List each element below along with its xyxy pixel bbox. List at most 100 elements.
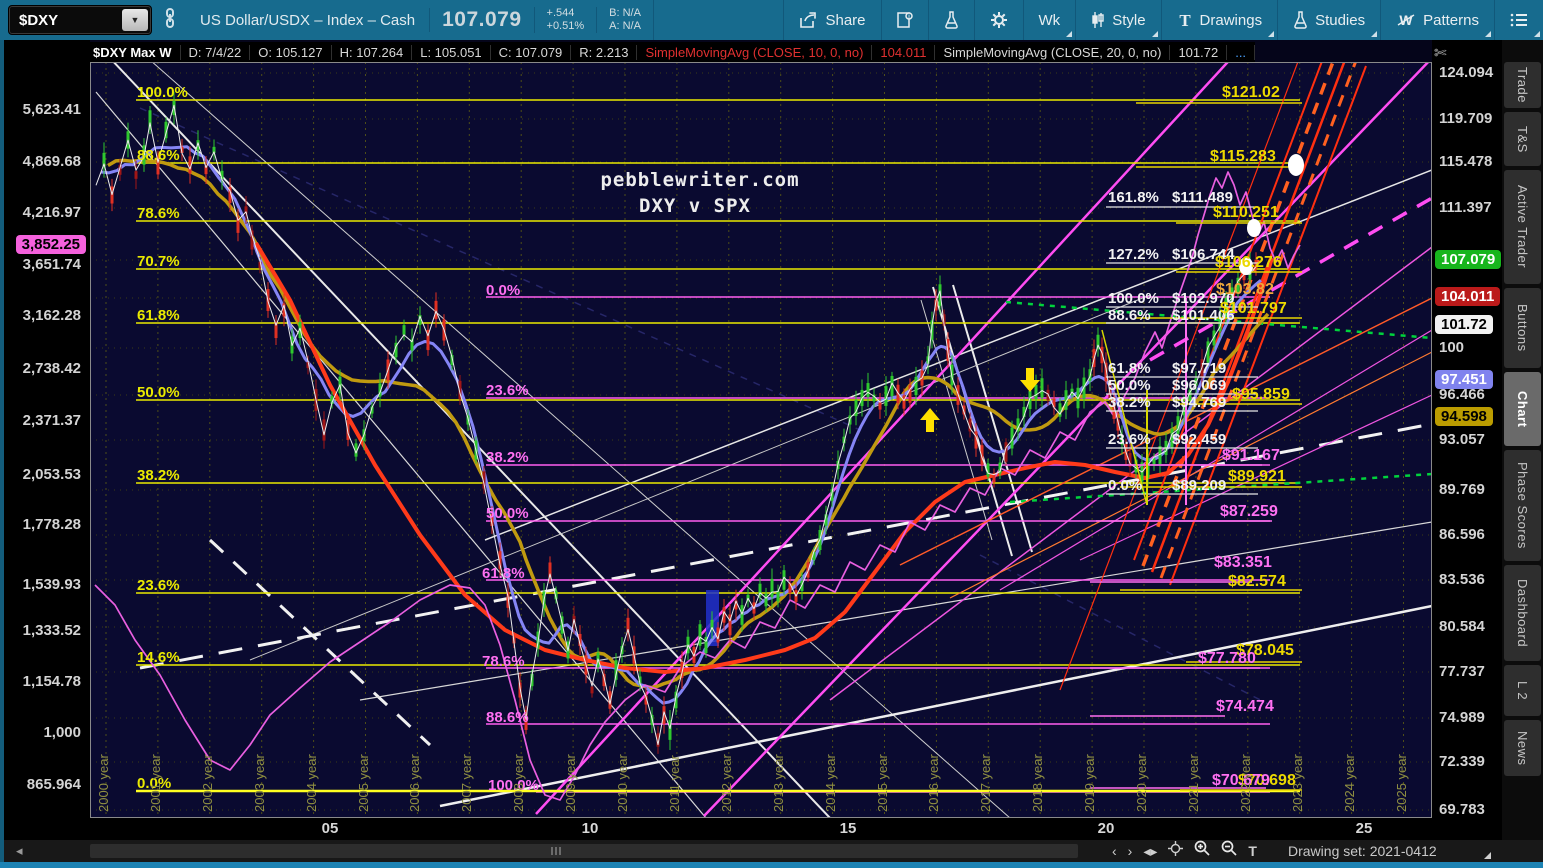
left-axis-label: 3,162.28 <box>22 307 81 324</box>
drawing-set-dropdown-corner <box>1484 852 1491 859</box>
price-change: +.544 <box>546 7 575 19</box>
time-axis[interactable]: 05 10 15 20 25 <box>0 818 1543 840</box>
right-axis-label: 77.737 <box>1439 663 1485 680</box>
right-axis-label: 100 <box>1439 339 1465 356</box>
drawing-set-selector[interactable]: Drawing set: 2021-0412 <box>1288 843 1437 859</box>
sidebar-tab-t-s[interactable]: T&S <box>1504 112 1541 166</box>
ohlc-cell: $DXY Max W <box>85 44 181 60</box>
symbol-dropdown-button[interactable]: ▼ <box>122 9 148 31</box>
candle-icon <box>1091 11 1105 29</box>
ohlc-cell: R: 2.213 <box>571 44 638 60</box>
sidebar-tab-buttons[interactable]: Buttons <box>1504 288 1541 368</box>
right-axis-label: 96.466 <box>1439 386 1485 403</box>
right-axis-label: 86.596 <box>1439 526 1485 543</box>
bottom-toolbar: ◂ ‹ › ◂▸ T Drawing set: 2021-0412 <box>0 840 1543 862</box>
symbol-group: $DXY ▼ US Dollar/USDX – Index – Cash 107… <box>0 0 678 40</box>
chart-scrollbar[interactable] <box>90 844 1078 858</box>
move-tool-button[interactable] <box>1168 840 1184 862</box>
ohlc-cell: SimpleMovingAvg (CLOSE, 20, 0, no) <box>935 44 1171 60</box>
style-button-label: Style <box>1112 11 1146 29</box>
style-button[interactable]: Style <box>1075 0 1160 40</box>
studies-button[interactable]: Studies <box>1277 0 1380 40</box>
share-button-label: Share <box>825 11 866 29</box>
zoom-in-icon[interactable] <box>1194 840 1211 862</box>
left-price-axis[interactable]: 5,623.41 4,869.68 4,216.97 3,651.74 3,162.28… <box>0 40 90 840</box>
step-right-button[interactable]: › <box>1127 843 1133 859</box>
analyze-button[interactable] <box>927 0 974 40</box>
ohlc-cell: 101.72 <box>1170 44 1228 60</box>
price-change-pct: +0.51% <box>546 20 585 32</box>
sidebar-tab-phase-scores[interactable]: Phase Scores <box>1504 450 1541 561</box>
bid-value: B: N/A <box>609 7 641 19</box>
ohlc-cell: L: 105.051 <box>412 44 491 60</box>
svg-text:T: T <box>1179 12 1191 29</box>
drawing-cursor-icon[interactable]: ✄ <box>1434 45 1447 62</box>
flask-icon <box>1293 11 1308 29</box>
ohlc-cell: D: 7/4/22 <box>181 44 251 60</box>
note-button[interactable]: i <box>880 0 928 40</box>
patterns-button[interactable]: W Patterns <box>1380 0 1494 40</box>
ohlc-cell: ... <box>1227 44 1256 60</box>
ask-value: A: N/A <box>609 20 641 32</box>
scroll-left-arrow[interactable]: ◂ <box>16 843 23 858</box>
right-axis-label: 72.339 <box>1439 753 1485 770</box>
right-axis-price-badge: 101.72 <box>1435 315 1493 334</box>
link-icon[interactable] <box>164 7 176 33</box>
sidebar-tab-l-2[interactable]: L 2 <box>1504 665 1541 716</box>
toolbar-separator <box>652 0 678 40</box>
left-axis-label: 4,869.68 <box>22 153 81 170</box>
right-axis-price-badge: 107.079 <box>1435 250 1502 269</box>
bid-ask-seg: B: N/A A: N/A <box>596 7 653 33</box>
time-axis-tick: 20 <box>1097 820 1115 837</box>
step-left-button[interactable]: ‹ <box>1112 843 1117 859</box>
left-axis-label: 5,623.41 <box>22 101 81 118</box>
time-axis-tick: 15 <box>839 820 857 837</box>
right-axis-price-badge: 104.011 <box>1435 287 1501 306</box>
timeframe-button[interactable]: Wk <box>1022 0 1076 40</box>
T-icon: T <box>1177 12 1193 29</box>
ohlc-status-row: $DXY Max W D: 7/4/22 O: 105.127 H: 107.264 L… <box>85 42 1256 62</box>
last-price: 107.079 <box>442 8 522 31</box>
studies-button-label: Studies <box>1315 11 1366 29</box>
settings-button[interactable] <box>973 0 1023 40</box>
pan-horizontal-button[interactable]: ◂▸ <box>1143 843 1158 859</box>
sidebar-tab-trade[interactable]: Trade <box>1504 62 1541 108</box>
share-button[interactable]: Share <box>783 0 880 40</box>
svg-text:i: i <box>908 12 910 21</box>
ohlc-cell: C: 107.079 <box>491 44 572 60</box>
left-axis-label: 865.964 <box>26 776 81 793</box>
ohlc-cell: H: 107.264 <box>332 44 413 60</box>
sidebar-tab-active-trader[interactable]: Active Trader <box>1504 170 1541 284</box>
toolbar-buttons: Share i Wk Style T Drawings Studies W Patterns <box>783 0 1543 40</box>
left-axis-label: 2,738.42 <box>22 360 81 377</box>
ohlc-cell: O: 105.127 <box>250 44 332 60</box>
left-axis-label: 1,154.78 <box>22 673 81 690</box>
change-seg: +.544 +0.51% <box>533 7 597 33</box>
scrollbar-grip[interactable] <box>545 847 567 855</box>
flask-icon <box>944 11 959 29</box>
right-price-axis[interactable]: 124.094 119.709 115.478 111.397 100 96.466 93.… <box>1432 40 1502 840</box>
pattern-icon: W <box>1396 12 1416 28</box>
time-axis-tick: 10 <box>581 820 599 837</box>
symbol-input[interactable]: $DXY ▼ <box>8 5 152 35</box>
sidebar-tab-news[interactable]: News <box>1504 720 1541 776</box>
symbol-text[interactable]: $DXY <box>19 11 59 29</box>
menu-button[interactable] <box>1494 0 1543 40</box>
sidebar-tab-chart[interactable]: Chart <box>1504 372 1541 446</box>
spx-current-price-badge: 3,852.25 <box>15 235 86 254</box>
note-icon: i <box>896 11 913 29</box>
right-axis-label: 74.989 <box>1439 709 1485 726</box>
ohlc-cell: 104.011 <box>872 44 936 60</box>
right-axis-label: 124.094 <box>1439 64 1494 81</box>
sidebar-tab-dashboard[interactable]: Dashboard <box>1504 565 1541 661</box>
right-axis-label: 119.709 <box>1439 110 1493 127</box>
drawings-button-label: Drawings <box>1199 11 1263 29</box>
text-tool-button[interactable]: T <box>1248 843 1257 859</box>
zoom-out-icon[interactable] <box>1221 840 1238 862</box>
right-axis-label: 83.536 <box>1439 571 1485 588</box>
right-axis-label: 89.769 <box>1439 481 1485 498</box>
drawings-button[interactable]: T Drawings <box>1160 0 1278 40</box>
right-axis-label: 111.397 <box>1439 199 1492 216</box>
